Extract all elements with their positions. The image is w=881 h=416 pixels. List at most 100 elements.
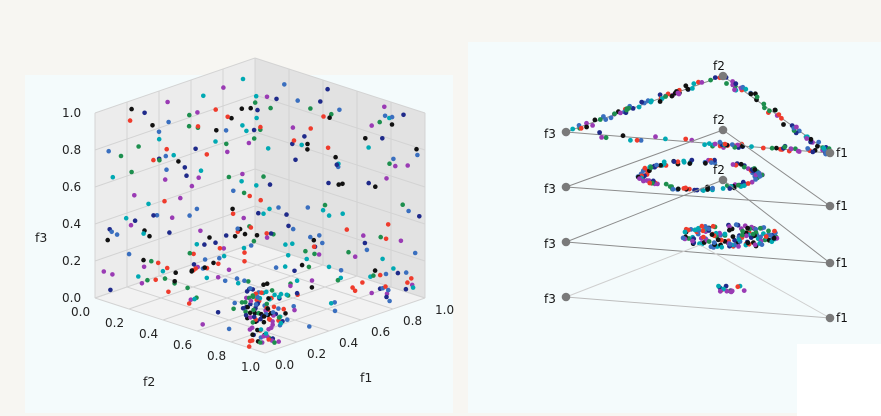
data-point: [272, 340, 277, 345]
data-point: [160, 268, 166, 274]
data-point: [334, 162, 340, 167]
data-point: [274, 96, 279, 102]
data-point: [247, 286, 253, 291]
f1-tick-label: 0.8: [403, 314, 422, 328]
grid-line: [94, 94, 256, 151]
data-point: [325, 145, 331, 151]
data-point: [305, 205, 311, 210]
simplex-point: [706, 141, 712, 147]
simplex-point: [663, 181, 669, 187]
data-point: [398, 238, 404, 244]
simplex-vertex: [561, 292, 571, 302]
data-point: [162, 177, 168, 182]
data-point: [255, 107, 260, 113]
simplex-point: [641, 178, 646, 184]
data-point: [417, 214, 422, 219]
data-point: [340, 211, 346, 216]
simplex-point: [603, 117, 609, 122]
simplex-point: [683, 136, 689, 142]
f1-tick-label: 0.6: [371, 325, 390, 339]
simplex-point: [618, 110, 623, 116]
simplex-point: [735, 284, 741, 290]
simplex-point: [657, 92, 663, 98]
simplex-point: [750, 231, 756, 237]
data-point: [200, 322, 205, 327]
data-point: [235, 280, 241, 286]
simplex-point: [733, 81, 739, 87]
simplex-point: [759, 242, 765, 248]
data-point: [136, 144, 141, 149]
data-point: [248, 243, 254, 248]
data-point: [384, 176, 389, 181]
data-point: [217, 246, 223, 251]
simplex-point: [739, 232, 745, 238]
simplex-vertex-label: f3: [544, 182, 556, 196]
simplex-edge: [699, 244, 831, 319]
data-point: [221, 253, 227, 259]
simplex-point: [788, 146, 794, 152]
data-point: [267, 182, 273, 187]
data-point: [377, 119, 383, 125]
data-point: [265, 306, 271, 311]
data-point: [261, 211, 266, 216]
simplex-point: [636, 104, 642, 110]
simplex-point: [748, 91, 754, 97]
simplex-point: [772, 107, 778, 113]
simplex-point: [717, 288, 723, 294]
data-point: [246, 344, 252, 349]
data-point: [378, 234, 384, 240]
data-point: [240, 123, 245, 128]
simplex-point: [749, 179, 755, 185]
data-point: [172, 279, 177, 284]
data-point: [202, 242, 207, 247]
simplex-point: [709, 160, 714, 166]
simplex-vertex-label: f1: [836, 256, 848, 270]
data-point: [272, 292, 277, 298]
data-point: [352, 254, 358, 259]
simplex-triangle: [565, 75, 832, 154]
data-point: [191, 262, 197, 267]
data-point: [224, 141, 229, 147]
data-point: [246, 140, 252, 146]
simplex-point: [774, 145, 779, 151]
data-point: [385, 222, 391, 227]
simplex-vertex-label: f3: [544, 292, 556, 306]
data-point: [252, 100, 258, 105]
simplex-point: [762, 105, 767, 111]
simplex-vertex: [561, 237, 571, 247]
data-point: [157, 157, 162, 163]
data-point: [326, 180, 331, 186]
data-point: [110, 272, 115, 277]
simplex-point: [715, 237, 721, 243]
data-point: [242, 231, 248, 237]
data-point: [250, 293, 255, 298]
data-point: [391, 156, 396, 162]
simplex-point: [741, 288, 747, 293]
data-point: [231, 188, 236, 194]
blank-corner: [797, 344, 881, 416]
data-point: [106, 148, 111, 154]
simplex-point: [730, 162, 736, 167]
grid-line: [264, 297, 426, 354]
data-point: [226, 267, 232, 273]
data-point: [189, 183, 195, 189]
grid-line: [128, 253, 290, 310]
grid-line: [94, 131, 256, 188]
data-point: [193, 266, 198, 271]
data-point: [254, 115, 259, 121]
data-point: [290, 141, 295, 147]
data-point: [377, 272, 383, 278]
simplex-point: [689, 157, 695, 163]
simplex-point: [760, 145, 766, 151]
data-point: [245, 304, 250, 310]
data-point: [284, 212, 289, 217]
grid-line: [190, 264, 362, 321]
data-point: [283, 242, 288, 247]
simplex-point: [771, 235, 777, 241]
data-point: [223, 233, 229, 238]
data-point: [281, 306, 287, 312]
simplex-triangle: [565, 179, 832, 264]
data-point: [166, 119, 171, 125]
data-point: [239, 179, 244, 184]
